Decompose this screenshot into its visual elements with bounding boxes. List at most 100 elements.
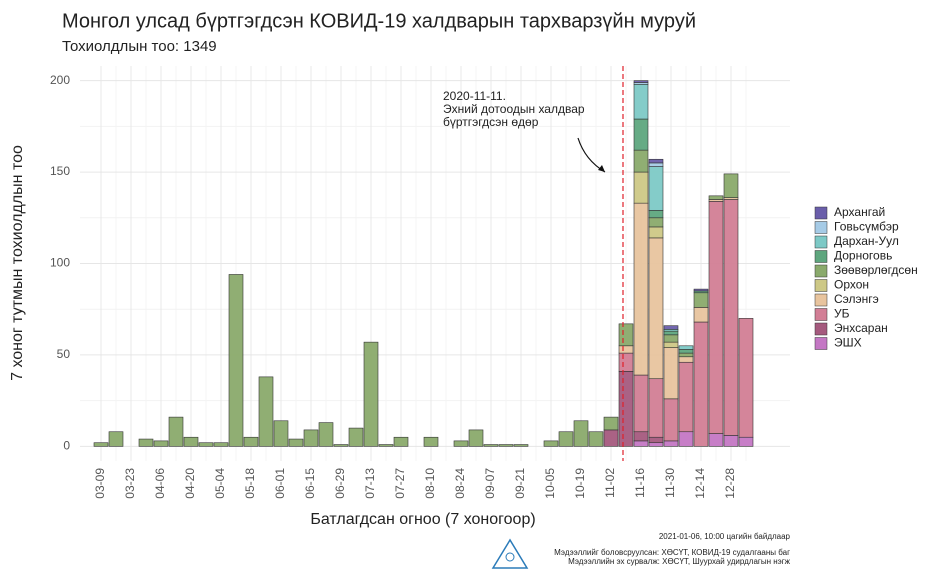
bar-segment bbox=[663, 347, 679, 400]
bar-segment bbox=[288, 438, 304, 447]
bar-segment bbox=[603, 416, 619, 431]
bar-segment bbox=[693, 307, 709, 323]
bar-segment bbox=[303, 429, 319, 447]
legend-swatch bbox=[814, 279, 828, 292]
bar-segment bbox=[648, 226, 664, 239]
bar-segment bbox=[108, 431, 124, 447]
legend-swatch bbox=[814, 235, 828, 249]
bar-segment bbox=[693, 288, 709, 292]
bar-segment bbox=[648, 162, 664, 167]
x-tick-label: 04-06 bbox=[153, 468, 167, 499]
bar-segment bbox=[738, 436, 754, 447]
bar-segment bbox=[573, 420, 589, 447]
bar-segment bbox=[198, 442, 214, 447]
annotation-text: Эхний дотоодын халдвар bbox=[443, 102, 585, 116]
legend-label: Орхон bbox=[834, 278, 869, 292]
annotation-arrowhead bbox=[598, 165, 605, 172]
bar-segment bbox=[708, 201, 724, 434]
bar-segment bbox=[648, 436, 664, 444]
x-tick-label: 07-27 bbox=[393, 468, 407, 499]
bar-segment bbox=[213, 442, 229, 447]
bar-segment bbox=[648, 237, 664, 380]
bar-segment bbox=[633, 431, 649, 442]
bar-segment bbox=[633, 202, 649, 376]
y-tick-label: 100 bbox=[50, 256, 70, 270]
x-tick-label: 10-05 bbox=[543, 468, 557, 499]
bar-segment bbox=[633, 149, 649, 173]
y-tick-label: 50 bbox=[57, 347, 71, 361]
bar-segment bbox=[633, 171, 649, 204]
bar-segment bbox=[648, 210, 664, 219]
bar-segment bbox=[318, 422, 334, 447]
bar-segment bbox=[468, 429, 484, 447]
y-axis-title: 7 хоног тутмын тохиолдлын тоо bbox=[9, 145, 26, 381]
bar-segment bbox=[693, 321, 709, 447]
footer-text: 2021-01-06, 10:00 цагийн байдлаар bbox=[659, 532, 791, 541]
x-tick-label: 06-01 bbox=[273, 468, 287, 499]
legend-swatch bbox=[814, 206, 828, 220]
bar-segment bbox=[333, 444, 349, 447]
y-tick-label: 200 bbox=[50, 73, 70, 87]
x-tick-label: 11-02 bbox=[603, 468, 617, 498]
bar-segment bbox=[618, 323, 634, 347]
bar-segment bbox=[618, 371, 634, 447]
bar-segment bbox=[543, 440, 559, 447]
bar-segment bbox=[588, 431, 604, 447]
annotation-text: бүртгэгдсэн өдөр bbox=[443, 115, 539, 129]
bar-segment bbox=[453, 440, 469, 447]
legend-label: ЭШХ bbox=[834, 336, 862, 350]
legend-swatch bbox=[814, 322, 828, 336]
x-tick-label: 12-28 bbox=[723, 468, 737, 499]
legend-label: Говьсүмбэр bbox=[834, 220, 899, 234]
bar-segment bbox=[138, 438, 154, 447]
x-tick-label: 08-10 bbox=[423, 468, 437, 499]
bar-segment bbox=[648, 166, 664, 211]
legend-swatch bbox=[814, 293, 828, 307]
bar-segment bbox=[618, 352, 634, 372]
bar-segment bbox=[153, 440, 169, 447]
bar-segment bbox=[723, 173, 739, 198]
x-tick-label: 09-21 bbox=[513, 468, 527, 499]
footer-text: Мэдээллийн эх сурвалж: ХӨСҮТ, Шуурхай уд… bbox=[568, 557, 791, 566]
bar-segment bbox=[243, 436, 259, 447]
legend-swatch bbox=[814, 221, 828, 234]
annotation-text: 2020-11-11. bbox=[443, 89, 506, 103]
bar-segment bbox=[693, 292, 709, 308]
x-tick-label: 03-23 bbox=[123, 468, 137, 499]
x-tick-label: 06-15 bbox=[303, 468, 317, 499]
x-tick-label: 05-04 bbox=[213, 468, 227, 499]
x-tick-label: 08-24 bbox=[453, 468, 467, 499]
legend-swatch bbox=[814, 250, 828, 263]
bar-segment bbox=[498, 444, 514, 447]
bars bbox=[93, 80, 754, 447]
bar-segment bbox=[273, 420, 289, 447]
legend-label: Сэлэнгэ bbox=[834, 292, 879, 306]
legend-swatch bbox=[814, 264, 828, 278]
bar-segment bbox=[393, 436, 409, 447]
legend-swatch bbox=[814, 308, 828, 321]
footer-text: Мэдээллийг боловсруулсан: ХӨСҮТ, КОВИД-1… bbox=[554, 548, 790, 557]
bar-segment bbox=[378, 444, 394, 447]
bar-segment bbox=[258, 376, 274, 447]
x-tick-label: 12-14 bbox=[693, 468, 707, 499]
x-tick-label: 05-18 bbox=[243, 468, 257, 499]
bar-segment bbox=[663, 398, 679, 442]
bar-segment bbox=[633, 83, 649, 120]
x-tick-label: 04-20 bbox=[183, 468, 197, 499]
chart-title: Монгол улсад бүртгэгдсэн КОВИД-19 халдва… bbox=[62, 10, 696, 32]
bar-segment bbox=[708, 433, 724, 447]
chart-subtitle: Тохиолдлын тоо: 1349 bbox=[62, 38, 217, 55]
bar-segment bbox=[183, 436, 199, 447]
x-tick-label: 10-19 bbox=[573, 468, 587, 499]
bar-segment bbox=[618, 345, 634, 354]
x-tick-label: 07-13 bbox=[363, 468, 377, 499]
bar-segment bbox=[678, 431, 694, 447]
bar-segment bbox=[633, 80, 649, 83]
bar-segment bbox=[678, 356, 694, 363]
legend-label: Зөөвөрлөгдсөн bbox=[834, 263, 918, 277]
bar-segment bbox=[423, 436, 439, 447]
bar-segment bbox=[228, 274, 244, 447]
logo bbox=[491, 538, 529, 569]
legend-label: УБ bbox=[834, 307, 850, 321]
